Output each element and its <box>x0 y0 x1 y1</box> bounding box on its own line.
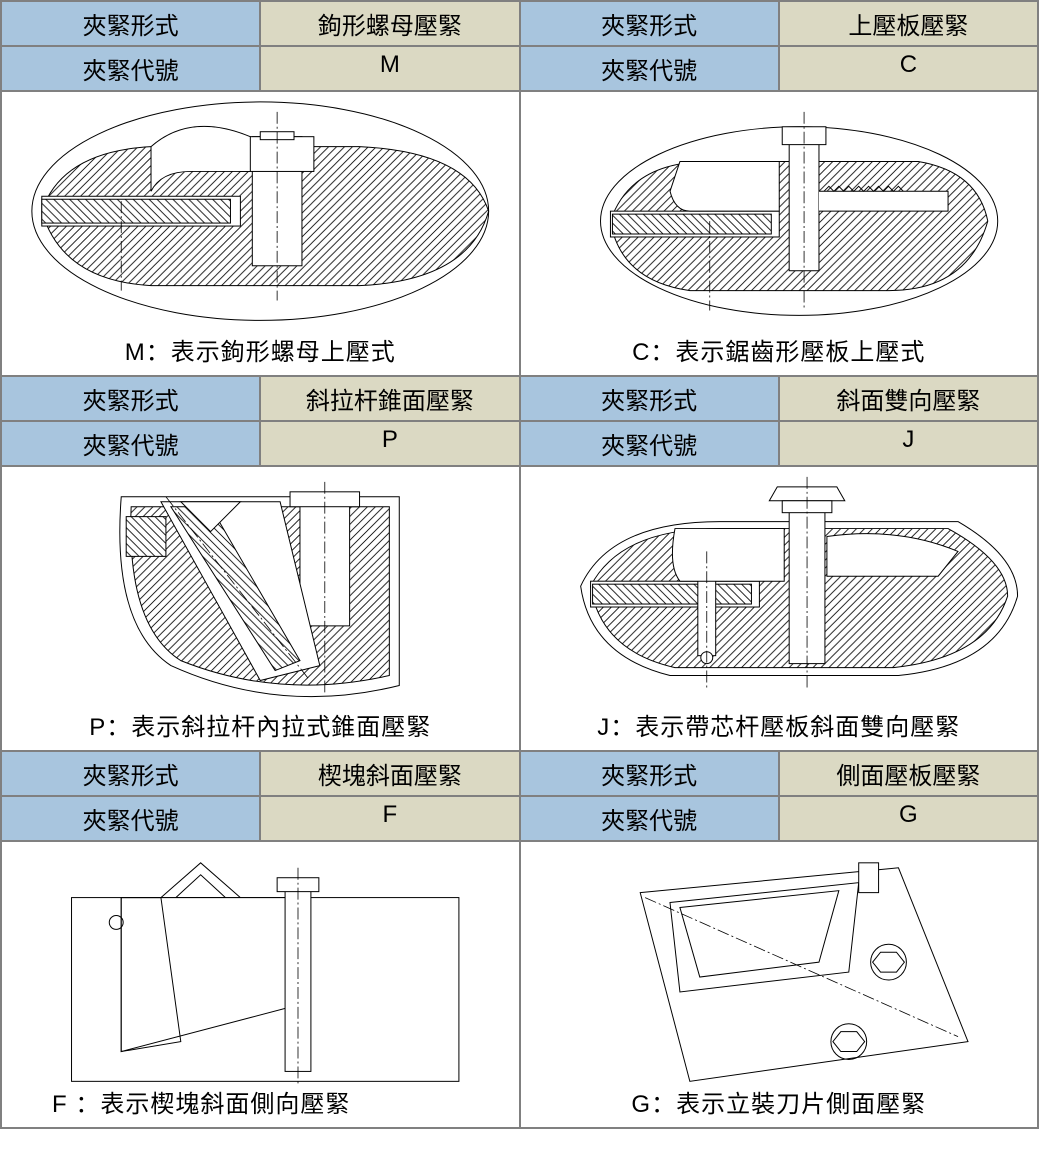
form-label: 夾緊形式 <box>2 377 261 420</box>
code-value: J <box>780 422 1037 465</box>
caption: G：表示立裝刀片側面壓緊 <box>521 1084 1038 1119</box>
section-row-3: 夾緊形式 楔塊斜面壓緊 夾緊代號 F F ：表 <box>2 752 1037 1127</box>
caption: F ：表示楔塊斜面側向壓緊 <box>2 1084 519 1119</box>
entry-F: 夾緊形式 楔塊斜面壓緊 夾緊代號 F F ：表 <box>2 752 521 1127</box>
form-label: 夾緊形式 <box>2 752 261 795</box>
diagram-G: G：表示立裝刀片側面壓緊 <box>521 842 1038 1127</box>
caption: P：表示斜拉杆內拉式錐面壓緊 <box>2 707 519 742</box>
form-label: 夾緊形式 <box>2 2 261 45</box>
entry-M: 夾緊形式 鉤形螺母壓緊 夾緊代號 M <box>2 2 521 377</box>
caption: M：表示鉤形螺母上壓式 <box>2 332 519 367</box>
code-value: C <box>780 47 1037 90</box>
clamping-types-table: 夾緊形式 鉤形螺母壓緊 夾緊代號 M <box>0 0 1039 1129</box>
form-label: 夾緊形式 <box>521 752 780 795</box>
form-value: 斜拉杆錐面壓緊 <box>261 377 518 420</box>
caption: C：表示鋸齒形壓板上壓式 <box>521 332 1038 367</box>
form-value: 鉤形螺母壓緊 <box>261 2 518 45</box>
code-value: G <box>780 797 1037 840</box>
section-row-1: 夾緊形式 鉤形螺母壓緊 夾緊代號 M <box>2 2 1037 377</box>
code-label: 夾緊代號 <box>521 422 780 465</box>
code-value: F <box>261 797 518 840</box>
form-label: 夾緊形式 <box>521 2 780 45</box>
code-label: 夾緊代號 <box>2 422 261 465</box>
form-value: 上壓板壓緊 <box>780 2 1037 45</box>
diagram-P: P：表示斜拉杆內拉式錐面壓緊 <box>2 467 519 752</box>
diagram-C: C：表示鋸齒形壓板上壓式 <box>521 92 1038 377</box>
form-value: 側面壓板壓緊 <box>780 752 1037 795</box>
form-value: 斜面雙向壓緊 <box>780 377 1037 420</box>
code-label: 夾緊代號 <box>2 797 261 840</box>
code-label: 夾緊代號 <box>521 47 780 90</box>
entry-C: 夾緊形式 上壓板壓緊 夾緊代號 C <box>521 2 1038 377</box>
code-label: 夾緊代號 <box>521 797 780 840</box>
entry-P: 夾緊形式 斜拉杆錐面壓緊 夾緊代號 P <box>2 377 521 752</box>
code-value: P <box>261 422 518 465</box>
section-row-2: 夾緊形式 斜拉杆錐面壓緊 夾緊代號 P <box>2 377 1037 752</box>
code-label: 夾緊代號 <box>2 47 261 90</box>
caption: J：表示帶芯杆壓板斜面雙向壓緊 <box>521 707 1038 742</box>
code-value: M <box>261 47 518 90</box>
diagram-M: M：表示鉤形螺母上壓式 <box>2 92 519 377</box>
diagram-J: J：表示帶芯杆壓板斜面雙向壓緊 <box>521 467 1038 752</box>
entry-G: 夾緊形式 側面壓板壓緊 夾緊代號 G G：表示 <box>521 752 1038 1127</box>
form-label: 夾緊形式 <box>521 377 780 420</box>
diagram-F: F ：表示楔塊斜面側向壓緊 <box>2 842 519 1127</box>
form-value: 楔塊斜面壓緊 <box>261 752 518 795</box>
entry-J: 夾緊形式 斜面雙向壓緊 夾緊代號 J <box>521 377 1038 752</box>
